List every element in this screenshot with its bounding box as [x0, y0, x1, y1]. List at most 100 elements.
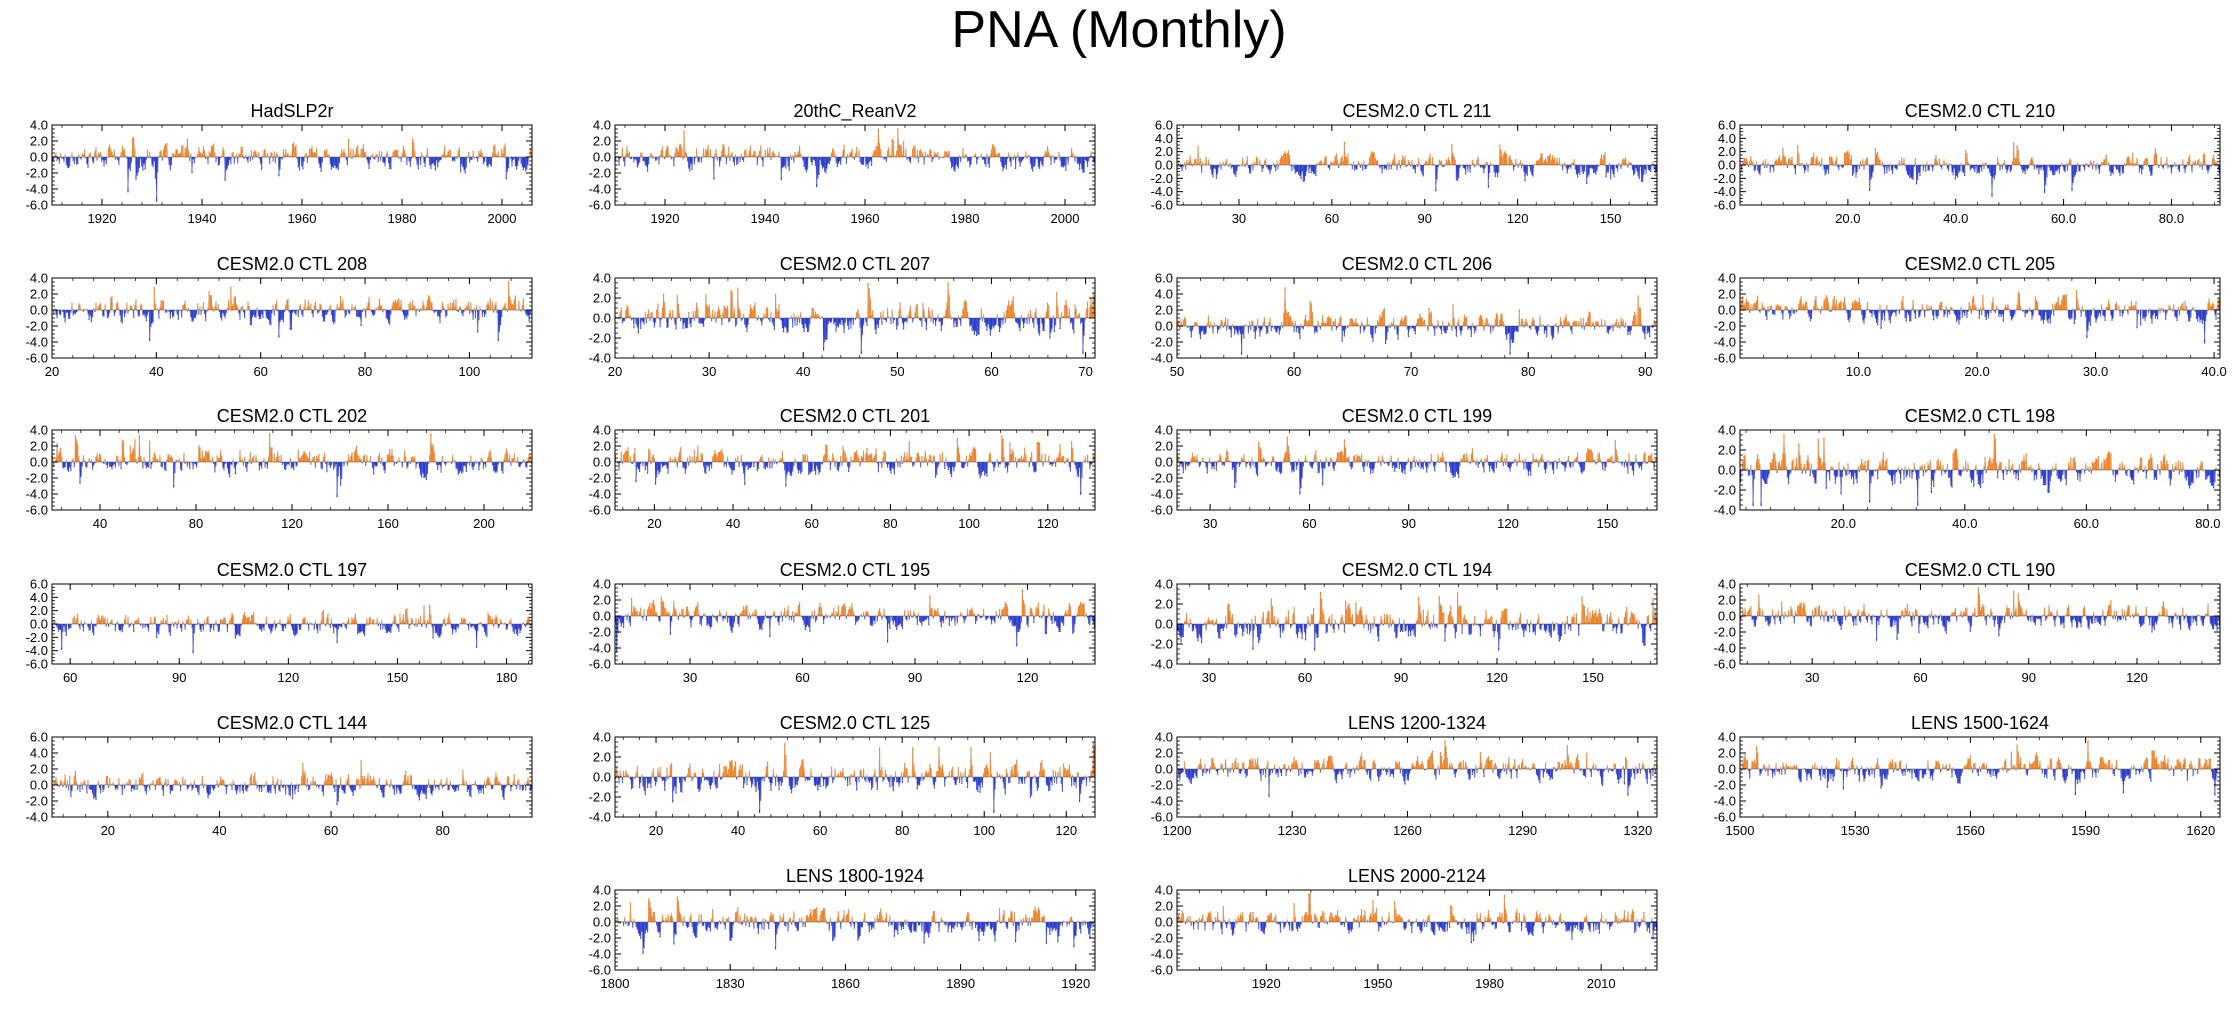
- y-tick-label: 2.0: [593, 291, 611, 306]
- panel-svg: CESM2.0 CTL 202 4.02.00.0-2.0-4.0-6.0 40 80…: [26, 406, 533, 531]
- x-tick-label: 20: [45, 364, 59, 379]
- y-tick-label: -6.0: [1714, 198, 1736, 213]
- plot-frame: [51, 429, 533, 511]
- y-tick-label: -2.0: [1714, 171, 1736, 186]
- panel-title: CESM2.0 CTL 205: [1905, 254, 2055, 274]
- y-tick-label: 6.0: [1155, 271, 1173, 286]
- y-tick-label: -2.0: [26, 166, 48, 181]
- series-trace: [52, 284, 532, 339]
- panel-svg: CESM2.0 CTL 210 6.04.02.00.0-2.0-4.0-6.0 2…: [1714, 101, 2221, 226]
- plot-frame: [1739, 277, 2221, 359]
- y-tick-label: 4.0: [30, 423, 48, 438]
- panel-title: CESM2.0 CTL 201: [780, 406, 930, 426]
- x-tick-label: 2000: [1051, 211, 1080, 226]
- y-tick-label: -4.0: [26, 487, 48, 502]
- y-tick-label: -6.0: [26, 503, 48, 518]
- y-tick-label: -2.0: [1151, 171, 1173, 186]
- x-tick-label: 40.0: [1943, 211, 1968, 226]
- y-tick-label: -6.0: [1714, 351, 1736, 366]
- x-tick-label: 120: [1507, 211, 1529, 226]
- y-tick-label: 6.0: [1718, 118, 1736, 133]
- panel-title: CESM2.0 CTL 202: [217, 406, 367, 426]
- y-tick-label: -4.0: [26, 182, 48, 197]
- panel-title: CESM2.0 CTL 207: [780, 254, 930, 274]
- y-tick-label: 4.0: [593, 118, 611, 133]
- panel-svg: CESM2.0 CTL 211 6.04.02.00.0-2.0-4.0-6.0 3…: [1151, 101, 1658, 226]
- x-tick-label: 40: [93, 516, 107, 531]
- x-tick-label: 60.0: [2051, 211, 2076, 226]
- x-tick-label: 200: [473, 516, 495, 531]
- x-tick-label: 60: [984, 364, 998, 379]
- panel-svg: CESM2.0 CTL 206 6.04.02.00.0-2.0-4.050 60 7…: [1151, 254, 1658, 379]
- x-tick-label: 30: [1232, 211, 1246, 226]
- y-tick-label: 0.0: [1718, 158, 1736, 173]
- panel-cesm2-0-ctl-208: CESM2.0 CTL 208 4.0 2.0 0.0 -2.0 -4.0 -6.0 20 40…: [0, 250, 533, 379]
- figure-title: PNA (Monthly): [951, 1, 1287, 59]
- series-trace: [615, 285, 1095, 351]
- series-trace: [1177, 144, 1657, 189]
- panel-cesm2-0-ctl-202: CESM2.0 CTL 202 4.0 2.0 0.0 -2.0 -4.0 -6.0 40 80…: [0, 402, 533, 531]
- y-tick-label: 0.0: [1155, 158, 1173, 173]
- x-tick-label: 2000: [488, 211, 517, 226]
- panel-svg: HadSLP2r 4.02.00.0-2.0-4.0-6.0 1920 1940 196…: [26, 101, 533, 226]
- panel-cesm2-0-ctl-211: CESM2.0 CTL 211 6.0 4.0 2.0 0.0 -2.0 -4.0 -6.0 3…: [1125, 97, 1658, 226]
- y-tick-label: -2.0: [589, 331, 611, 346]
- y-tick-label: -6.0: [1151, 198, 1173, 213]
- y-tick-label: 2.0: [1155, 303, 1173, 318]
- y-tick-label: -4.0: [589, 182, 611, 197]
- panel-title: CESM2.0 CTL 206: [1342, 254, 1492, 274]
- series-trace: [1177, 291, 1657, 352]
- x-tick-label: 40: [149, 364, 163, 379]
- y-tick-label: -4.0: [1151, 184, 1173, 199]
- y-tick-label: -4.0: [1714, 335, 1736, 350]
- panel-cesm2-0-ctl-201: CESM2.0 CTL 201 4.0 2.0 0.0 -2.0 -4.0 -6.0 20 40…: [563, 402, 1096, 531]
- x-tick-label: 160: [377, 516, 399, 531]
- x-tick-label: 1980: [951, 211, 980, 226]
- x-tick-label: 60: [1287, 364, 1301, 379]
- x-tick-label: 1920: [651, 211, 680, 226]
- y-tick-label: 0.0: [30, 150, 48, 165]
- y-tick-label: -2.0: [26, 319, 48, 334]
- series-trace: [1740, 144, 2220, 194]
- y-tick-label: 2.0: [1718, 287, 1736, 302]
- monthly-bars: [615, 435, 1095, 495]
- panel-title: HadSLP2r: [250, 101, 333, 121]
- y-tick-label: 2.0: [30, 287, 48, 302]
- monthly-bars: [52, 137, 532, 202]
- x-tick-label: 70: [1078, 364, 1092, 379]
- x-tick-label: 60: [253, 364, 267, 379]
- x-tick-label: 1940: [188, 211, 217, 226]
- x-tick-label: 50: [890, 364, 904, 379]
- y-tick-label: -4.0: [1151, 351, 1173, 366]
- x-tick-label: 1960: [851, 211, 880, 226]
- series-trace: [52, 138, 532, 198]
- x-tick-label: 80.0: [2159, 211, 2184, 226]
- x-tick-label: 80: [1521, 364, 1535, 379]
- y-tick-label: 4.0: [1155, 131, 1173, 146]
- y-tick-label: 0.0: [593, 150, 611, 165]
- x-tick-label: 40.0: [2201, 364, 2226, 379]
- panel-cesm2-0-ctl-205: CESM2.0 CTL 205 4.0 2.0 0.0 -2.0 -4.0 -6.0 10.0…: [1688, 250, 2227, 379]
- x-tick-label: 1980: [388, 211, 417, 226]
- y-tick-label: 2.0: [30, 439, 48, 454]
- x-tick-label: 30.0: [2083, 364, 2108, 379]
- y-tick-label: -2.0: [589, 166, 611, 181]
- series-trace: [52, 436, 532, 494]
- panel-svg: 20thC_ReanV2 4.02.00.0-2.0-4.0-6.0 1920 194…: [589, 101, 1096, 226]
- panel-title: CESM2.0 CTL 208: [217, 254, 367, 274]
- x-tick-label: 20.0: [1964, 364, 1989, 379]
- monthly-bars: [52, 281, 532, 342]
- plot-frame: [1176, 277, 1658, 359]
- series-trace: [615, 131, 1095, 185]
- panel-svg: CESM2.0 CTL 208 4.02.00.0-2.0-4.0-6.020 40…: [26, 254, 533, 379]
- y-tick-label: 2.0: [1718, 144, 1736, 159]
- y-tick-label: 0.0: [1155, 319, 1173, 334]
- x-tick-label: 1920: [88, 211, 117, 226]
- panel-cesm2-0-ctl-207: CESM2.0 CTL 207 4.0 2.0 0.0 -2.0 -4.0 20 30 40 50…: [563, 250, 1096, 379]
- x-tick-label: 80: [189, 516, 203, 531]
- y-tick-label: 0.0: [593, 311, 611, 326]
- series-trace: [1740, 292, 2220, 341]
- y-tick-label: -4.0: [589, 351, 611, 366]
